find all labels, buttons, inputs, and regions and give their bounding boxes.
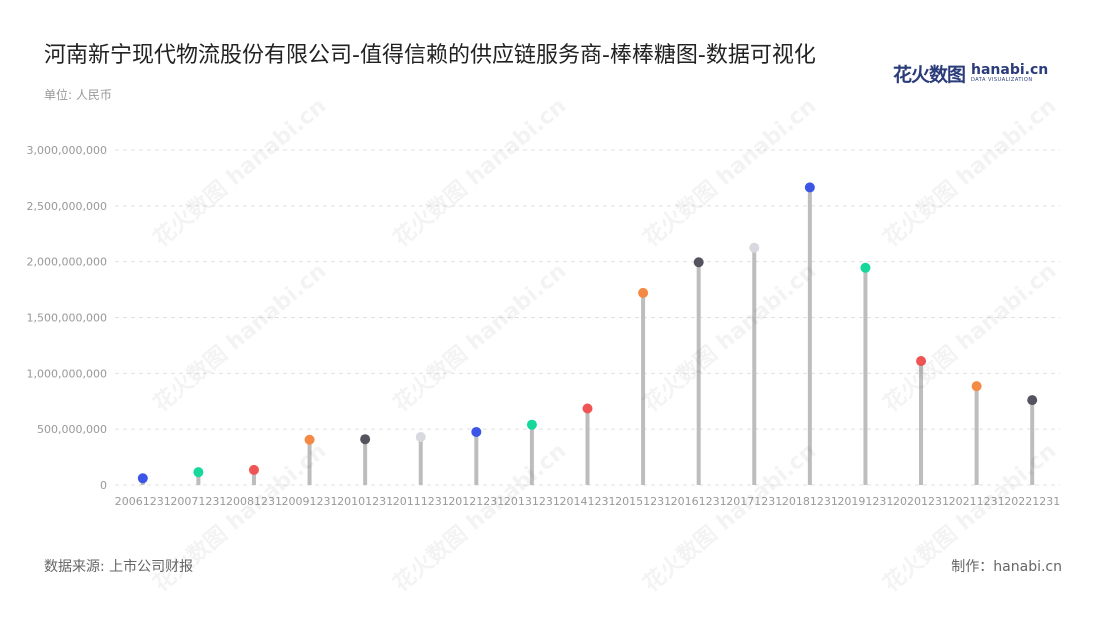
- y-tick-label: 1,500,000,000: [27, 312, 107, 325]
- lollipop-dot: [304, 434, 315, 445]
- credit: 制作：hanabi.cn: [951, 559, 1062, 575]
- brand-logo: 花火数图 hanabi.cn DATA VISUALIZATION: [893, 58, 1048, 88]
- x-tick-label: 20221231: [1004, 495, 1060, 508]
- lollipop-dot: [971, 381, 982, 392]
- x-tick-label: 20091231: [282, 495, 338, 508]
- x-tick-label: 20061231: [115, 495, 171, 508]
- x-tick-label: 20071231: [170, 495, 226, 508]
- lollipop-dot: [638, 287, 649, 298]
- x-tick-label: 20121231: [448, 495, 504, 508]
- x-tick-label: 20191231: [837, 495, 893, 508]
- x-tick-label: 20151231: [615, 495, 671, 508]
- x-tick-label: 20111231: [393, 495, 449, 508]
- logo-en: hanabi.cn: [971, 62, 1049, 78]
- lollipop-dot: [471, 426, 482, 437]
- logo-en-block: hanabi.cn DATA VISUALIZATION: [971, 63, 1048, 83]
- lollipop-dot: [860, 262, 871, 273]
- logo-tagline: DATA VISUALIZATION: [971, 77, 1033, 83]
- lollipop-dot: [415, 431, 426, 442]
- x-tick-label: 20101231: [337, 495, 393, 508]
- x-tick-label: 20081231: [226, 495, 282, 508]
- x-axis: 20061231 20071231 20081231 20091231 20101231…: [115, 495, 1060, 508]
- lollipop-dot: [248, 464, 259, 475]
- x-tick-label: 20141231: [560, 495, 616, 508]
- x-tick-label: 20131231: [504, 495, 560, 508]
- lollipop-dot: [193, 467, 204, 478]
- lollipop-dot: [137, 473, 148, 484]
- data-source: 数据来源: 上市公司财报: [44, 559, 194, 575]
- y-tick-label: 2,000,000,000: [27, 256, 107, 269]
- x-tick-label: 20181231: [782, 495, 838, 508]
- x-tick-label: 20161231: [671, 495, 727, 508]
- x-tick-label: 20171231: [726, 495, 782, 508]
- lollipop-dot: [582, 403, 593, 414]
- lollipop-dot: [804, 182, 815, 193]
- x-tick-label: 20201231: [893, 495, 949, 508]
- y-axis: 0 500,000,000 1,000,000,000 1,500,000,000 2,…: [27, 144, 107, 492]
- y-tick-label: 500,000,000: [37, 423, 107, 436]
- lollipop-dot: [1027, 395, 1038, 406]
- lollipop-dot: [526, 419, 537, 430]
- lollipop-dot: [693, 257, 704, 268]
- y-tick-label: 3,000,000,000: [27, 144, 107, 157]
- y-tick-label: 0: [100, 479, 107, 492]
- dots: [137, 182, 1038, 484]
- x-tick-label: 20211231: [949, 495, 1005, 508]
- lollipop-dot: [360, 434, 371, 445]
- unit-label: 单位: 人民币: [44, 88, 112, 102]
- stems: [140, 187, 1035, 485]
- chart-title: 河南新宁现代物流股份有限公司-值得信赖的供应链服务商-棒棒糖图-数据可视化: [44, 43, 816, 68]
- logo-cn: 花火数图: [893, 63, 966, 86]
- y-tick-label: 2,500,000,000: [27, 200, 107, 213]
- y-tick-label: 1,000,000,000: [27, 367, 107, 380]
- lollipop-dot: [916, 356, 927, 367]
- lollipop-dot: [749, 242, 760, 253]
